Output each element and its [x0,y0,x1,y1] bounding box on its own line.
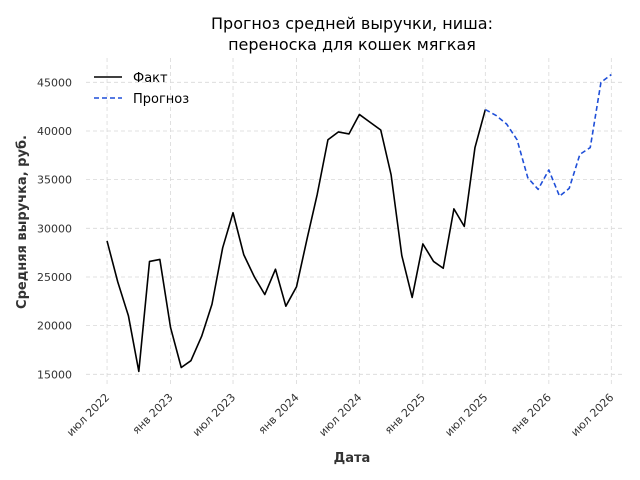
y-tick-labels: 15000 20000 25000 30000 35000 40000 45000 [37,76,72,381]
x-tick-label: июл 2023 [190,391,238,439]
x-tick-label: июл 2025 [442,391,490,439]
x-tick-label: янв 2023 [130,391,176,437]
y-tick-label: 35000 [37,174,72,187]
y-gridlines [86,81,622,375]
x-tick-label: июл 2024 [316,391,364,439]
legend: Факт Прогноз [94,71,189,107]
series-layer [106,73,612,373]
y-tick-label: 15000 [37,368,72,381]
chart-title-line-1: Прогноз средней выручки, ниша: [211,14,493,33]
y-tick-label: 40000 [37,125,72,138]
x-tick-label: янв 2025 [382,391,428,437]
x-tick-label: янв 2024 [256,391,302,437]
x-tick-labels: июл 2022 янв 2023 июл 2023 янв 2024 июл 2024… [64,391,616,439]
y-tick-label: 30000 [37,222,72,235]
y-tick-label: 20000 [37,320,72,333]
x-tick-label: янв 2026 [508,391,554,437]
series-line-fact [106,109,487,373]
legend-label-forecast: Прогноз [133,92,189,107]
chart-title-line-2: переноска для кошек мягкая [228,35,476,54]
x-tick-label: июл 2026 [568,391,616,439]
y-tick-label: 45000 [37,76,72,89]
y-tick-label: 25000 [37,271,72,284]
y-axis-label: Средняя выручка, руб. [15,135,30,309]
x-tick-label: июл 2022 [64,391,112,439]
x-gridlines [106,58,612,386]
series-line-forecast [484,73,612,198]
x-axis-label: Дата [334,451,371,466]
legend-label-fact: Факт [133,71,168,86]
